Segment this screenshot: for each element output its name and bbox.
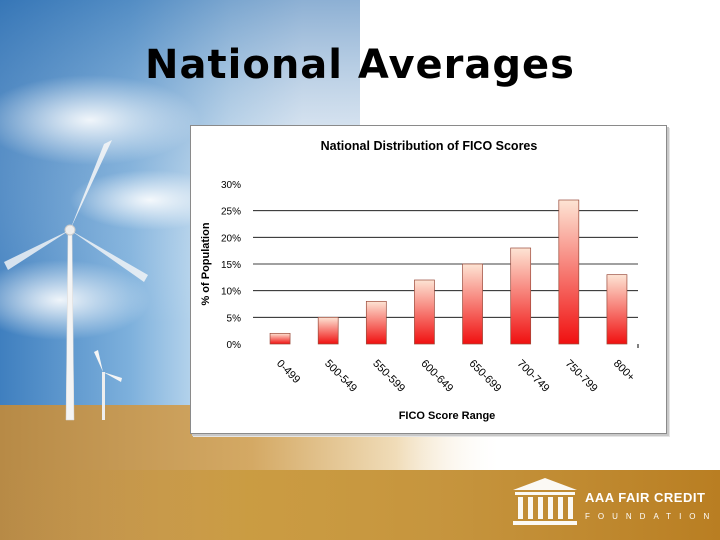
slide-title: National Averages [145,42,575,88]
bar-0-499 [269,332,291,345]
x-tick-label: 650-699 [466,358,503,395]
chart-panel: National Distribution of FICO Scores % o… [190,125,667,434]
bar-500-549 [317,316,339,345]
wind-turbine-icon [4,140,148,421]
x-tick-label: 800+ [611,358,637,384]
x-tick-label: 750-799 [563,358,600,395]
y-axis-label: % of Population [200,222,212,305]
logo-name: AAA FAIR CREDIT [585,490,706,505]
y-tick-label: 25% [221,207,241,218]
bar-650-699 [462,263,483,345]
x-tick-label: 550-599 [370,358,407,395]
logo-subtitle: FOUNDATION [585,512,718,521]
temple-icon [513,478,577,525]
y-tick-label: 0% [227,340,242,351]
y-tick-labels: 0% 5% 10% 15% 20% 25% 30% [221,180,241,351]
fico-bar-chart: National Distribution of FICO Scores % o… [200,139,639,422]
bars [269,199,628,345]
y-tick-label: 10% [221,287,241,298]
x-tick-label: 600-649 [418,358,455,395]
y-tick-label: 30% [221,180,241,191]
bar-700-749 [510,247,532,345]
bar-550-599 [365,300,387,345]
y-tick-label: 20% [221,233,241,244]
small-turbine-icon [94,350,122,420]
fair-credit-logo [513,478,577,525]
x-tick-label: 0-499 [274,358,302,386]
y-tick-label: 5% [227,313,242,324]
x-axis-label: FICO Score Range [399,410,496,422]
y-tick-label: 15% [221,260,241,271]
x-tick-labels: 0-499 500-549 550-599 600-649 650-699 700-749… [274,358,637,395]
gridlines [253,210,639,348]
x-tick-label: 500-549 [322,358,359,395]
chart-title: National Distribution of FICO Scores [321,139,538,153]
x-tick-label: 700-749 [515,358,552,395]
bar-750-799 [558,199,580,345]
bar-800+ [606,274,628,345]
bar-600-649 [414,279,435,345]
